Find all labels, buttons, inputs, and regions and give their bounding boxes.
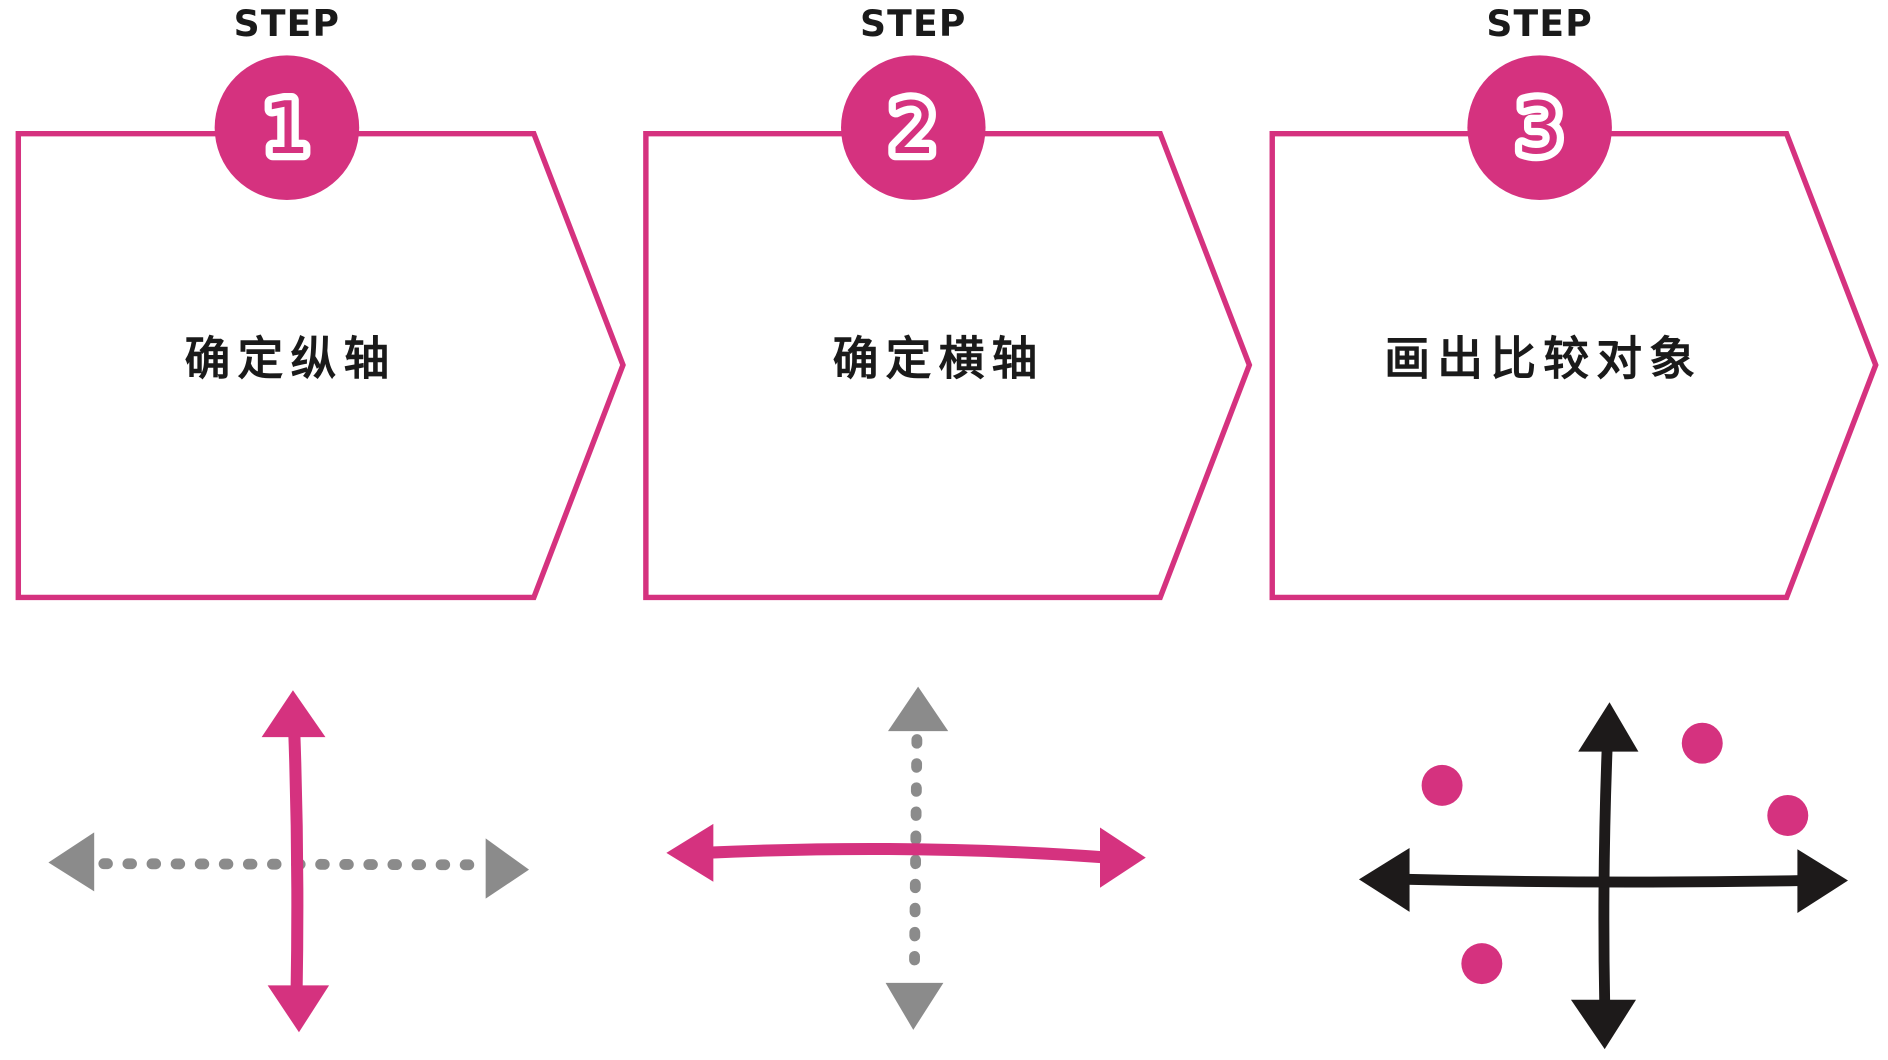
horizontal-axis-right-arrowhead [1797, 849, 1849, 914]
step-1-badge [214, 55, 360, 200]
horizontal-axis-left-arrowhead [48, 832, 95, 892]
step-3-arrow-box [1269, 130, 1879, 601]
vertical-axis-line [1598, 743, 1613, 1008]
step-1: STEP 1 确定纵轴 [15, 2, 626, 1033]
vertical-axis-top-arrowhead [261, 690, 326, 738]
comparison-point [1421, 764, 1463, 806]
step-2-label: STEP [860, 2, 967, 45]
vertical-axis-top-arrowhead [1578, 702, 1639, 752]
horizontal-axis-highlighted-icon [666, 686, 1146, 1030]
step-2-arrow-box [643, 130, 1253, 601]
step-2-title: 确定横轴 [833, 333, 1045, 386]
step-2: STEP 2 确定横轴 [643, 2, 1253, 1030]
horizontal-axis-line [698, 842, 1115, 864]
vertical-axis-line [288, 722, 304, 1000]
vertical-axis-bottom-arrowhead [1570, 999, 1637, 1050]
comparison-point [1767, 795, 1809, 836]
comparison-point [1461, 943, 1503, 985]
step-3-title: 画出比较对象 [1384, 333, 1702, 386]
vertical-axis-top-arrowhead [887, 686, 949, 732]
step-3-label: STEP [1486, 2, 1593, 45]
step-2-number: 2 [890, 87, 936, 171]
step-1-label: STEP [234, 2, 341, 45]
vertical-axis-highlighted-icon [48, 690, 530, 1033]
step-3-badge [1467, 55, 1612, 200]
horizontal-axis-left-arrowhead [1358, 848, 1410, 912]
axes-with-points-icon [1358, 702, 1849, 1050]
vertical-axis-bottom-arrowhead [885, 982, 944, 1030]
step-1-arrow-box [15, 130, 626, 601]
step-3-number: 3 [1517, 87, 1563, 171]
step-2-badge [841, 55, 986, 200]
step-1-number: 1 [264, 87, 310, 171]
step-1-title: 确定纵轴 [185, 333, 397, 386]
vertical-axis-bottom-arrowhead [267, 985, 330, 1033]
comparison-point [1681, 722, 1723, 764]
step-3: STEP 3 画出比较对象 [1269, 2, 1879, 1050]
horizontal-axis-right-arrowhead [485, 838, 530, 899]
horizontal-axis-right-arrowhead [1099, 827, 1146, 888]
horizontal-axis-line [1401, 873, 1807, 888]
horizontal-axis-left-arrowhead [666, 823, 714, 882]
